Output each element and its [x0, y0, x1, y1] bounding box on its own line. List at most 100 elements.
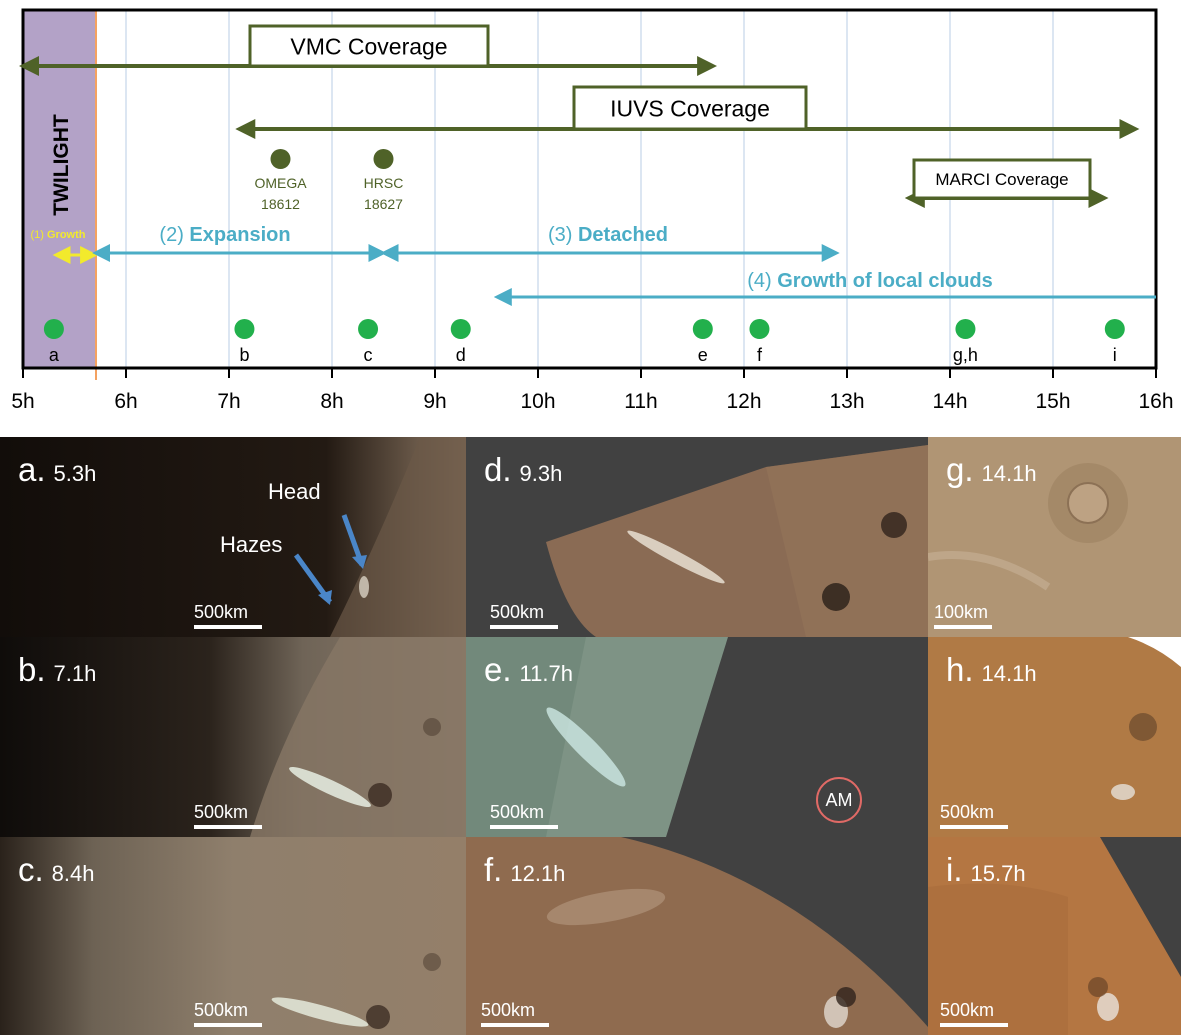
- hour-tick-label: 13h: [829, 390, 864, 413]
- event-i: i: [1104, 319, 1125, 365]
- hour-tick-label: 11h: [624, 390, 657, 413]
- event-d: d: [450, 319, 471, 365]
- event-dot: [692, 319, 713, 339]
- phase-number: (3): [548, 224, 578, 246]
- event-label: c: [364, 345, 373, 365]
- panel-d-label: d. 9.3h: [484, 451, 563, 488]
- panel-c: c. 8.4h 500km: [0, 837, 466, 1035]
- panel-d-scale-bar: 500km: [490, 602, 558, 629]
- hour-tick-label: 7h: [217, 390, 240, 413]
- timeline-diagram: TWILIGHT VMC Coverage IUVS Coverage MARCI …: [11, 8, 1174, 413]
- panel-b-label: b. 7.1h: [18, 651, 97, 688]
- panel-e-image: [466, 637, 928, 837]
- hour-tick-label: 9h: [423, 390, 446, 413]
- coverage-iuvs-coverage: IUVS Coverage: [235, 85, 1140, 139]
- observation-name: OMEGA: [254, 175, 307, 191]
- event-dot: [1104, 319, 1125, 339]
- observation-dot: [270, 149, 291, 169]
- panel-b-scale-bar: 500km: [194, 802, 262, 829]
- event-dot: [358, 319, 379, 339]
- event-layer: a b c d e f g,h i: [43, 319, 1125, 365]
- phase-label: (3) Detached: [548, 224, 668, 246]
- phase-name: Expansion: [189, 224, 290, 246]
- panel-a-scale-bar: 500km: [194, 602, 262, 629]
- event-label: e: [698, 345, 708, 365]
- phase-growth-of-local-clouds: (4) Growth of local clouds: [493, 270, 1156, 306]
- coverage-label: IUVS Coverage: [610, 95, 770, 121]
- observation-id: 18627: [364, 196, 403, 212]
- panel-b-image: [0, 637, 466, 837]
- hazes-annotation: Hazes: [220, 532, 283, 557]
- panel-i-scale-bar: 500km: [940, 1000, 1008, 1027]
- event-c: c: [358, 319, 379, 365]
- observation-dot: [373, 149, 394, 169]
- event-label: g,h: [953, 345, 978, 365]
- timeline-frame: [21, 8, 1158, 370]
- panel-c-scale-bar: 500km: [194, 1000, 262, 1027]
- panel-d: d. 9.3h 500km: [466, 437, 928, 637]
- panel-f-image: [466, 837, 928, 1035]
- observation-layer: OMEGA 18612 HRSC 18627: [254, 149, 403, 212]
- phase-growth: (1) Growth: [31, 229, 99, 264]
- event-b: b: [234, 319, 255, 365]
- phase-layer: (1) Growth (2) Expansion (3) Detached (4) G…: [31, 224, 1156, 306]
- panel-f: f. 12.1h 500km: [466, 837, 928, 1035]
- coverage-label-box: [912, 158, 1092, 200]
- phase-detached: (3) Detached: [380, 224, 840, 262]
- hour-tick-label: 6h: [114, 390, 137, 413]
- coverage-layer: VMC Coverage IUVS Coverage MARCI Coverage: [19, 24, 1140, 208]
- panel-e: e. 11.7h AM 500km: [466, 637, 928, 837]
- panel-h-scale-bar: 500km: [940, 802, 1008, 829]
- image-panels: a. 5.3h Head Hazes 500km b. 7.1h 500km: [0, 437, 1181, 1035]
- twilight-label: TWILIGHT: [50, 114, 73, 216]
- coverage-vmc-coverage: VMC Coverage: [19, 24, 718, 76]
- event-g-h: g,h: [953, 319, 978, 365]
- coverage-label: MARCI Coverage: [935, 170, 1068, 189]
- event-dot: [749, 319, 770, 339]
- am-marker: AM: [816, 777, 862, 823]
- panel-g-scale-bar: 100km: [934, 602, 992, 629]
- hour-tick-label: 10h: [520, 390, 555, 413]
- hour-tick-label: 15h: [1035, 390, 1070, 413]
- observation-omega: OMEGA 18612: [254, 149, 307, 212]
- coverage-label-box: [572, 85, 808, 131]
- phase-label: (4) Growth of local clouds: [747, 270, 993, 292]
- coverage-label: VMC Coverage: [290, 33, 447, 59]
- observation-name: HRSC: [364, 175, 404, 191]
- hour-tick-label: 8h: [320, 390, 343, 413]
- coverage-label-box: [248, 24, 490, 68]
- observation-hrsc: HRSC 18627: [364, 149, 404, 212]
- panel-h-label: h. 14.1h: [946, 651, 1037, 688]
- phase-number: (2): [159, 224, 189, 246]
- observation-id: 18612: [261, 196, 300, 212]
- panel-e-scale-bar: 500km: [490, 802, 558, 829]
- phase-number: (4): [747, 270, 777, 292]
- event-dot: [955, 319, 976, 339]
- panel-d-image: [466, 437, 928, 637]
- head-annotation: Head: [268, 479, 321, 504]
- phase-expansion: (2) Expansion: [92, 224, 387, 262]
- panel-a-label: a. 5.3h: [18, 451, 97, 488]
- panel-i: i. 15.7h 500km: [928, 837, 1181, 1035]
- panel-b: b. 7.1h 500km: [0, 637, 466, 837]
- panel-e-label: e. 11.7h: [484, 651, 573, 688]
- event-label: d: [456, 345, 466, 365]
- phase-number: (1): [31, 229, 48, 241]
- event-a: a: [43, 319, 64, 365]
- panel-c-label: c. 8.4h: [18, 851, 95, 888]
- event-dot: [43, 319, 64, 339]
- panel-h-image: [928, 637, 1181, 837]
- phase-name: Detached: [578, 224, 668, 246]
- event-e: e: [692, 319, 713, 365]
- event-label: b: [239, 345, 249, 365]
- event-label: a: [49, 345, 60, 365]
- event-label: f: [757, 345, 763, 365]
- event-f: f: [749, 319, 770, 365]
- event-label: i: [1113, 345, 1117, 365]
- phase-name: Growth: [47, 229, 86, 241]
- panel-f-scale-bar: 500km: [481, 1000, 549, 1027]
- hour-tick-label: 14h: [932, 390, 967, 413]
- hour-axis: 5h 6h 7h 8h 9h 10h 11h 12h 13h 14h 15h 16h: [11, 368, 1174, 413]
- event-dot: [450, 319, 471, 339]
- panel-f-label: f. 12.1h: [484, 851, 566, 888]
